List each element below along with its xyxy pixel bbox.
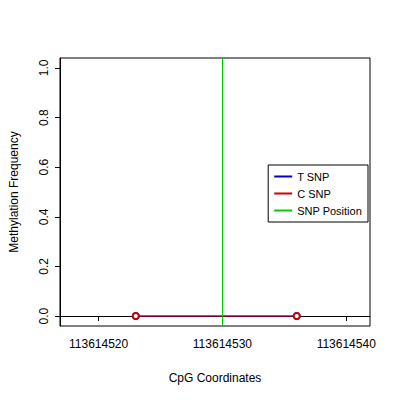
- svg-text:CpG Coordinates: CpG Coordinates: [169, 371, 262, 385]
- svg-text:0.0: 0.0: [37, 307, 51, 324]
- svg-text:113614530: 113614530: [193, 337, 253, 351]
- svg-text:0.2: 0.2: [37, 258, 51, 275]
- svg-text:0.8: 0.8: [37, 109, 51, 126]
- svg-text:C SNP: C SNP: [297, 188, 331, 200]
- svg-text:1.0: 1.0: [37, 59, 51, 76]
- svg-text:113614540: 113614540: [317, 337, 377, 351]
- svg-text:0.4: 0.4: [37, 208, 51, 225]
- svg-text:113614520: 113614520: [69, 337, 128, 351]
- svg-text:Methylation Frequency: Methylation Frequency: [7, 131, 21, 252]
- svg-text:T SNP: T SNP: [297, 171, 329, 183]
- svg-text:SNP Position: SNP Position: [297, 205, 362, 217]
- svg-text:0.6: 0.6: [37, 159, 51, 176]
